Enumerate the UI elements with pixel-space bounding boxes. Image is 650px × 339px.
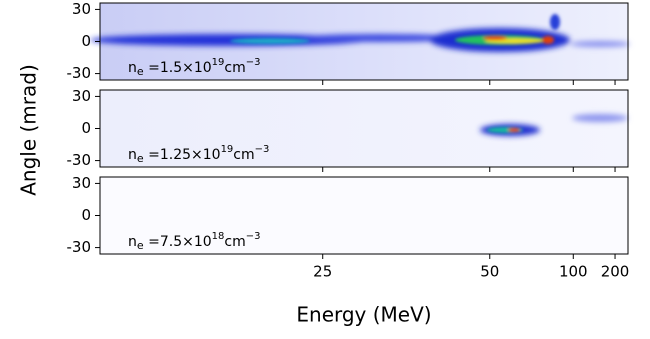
y-tick-label: -30 — [67, 64, 92, 82]
x-tick-label: 50 — [480, 263, 499, 281]
panel-annotation: ne =1.5×1019cm−3 — [128, 57, 260, 78]
y-tick-label: 30 — [72, 0, 91, 18]
annotation-part: 18 — [212, 231, 225, 242]
annotation-part: −3 — [255, 144, 270, 155]
x-tick-label: 200 — [601, 263, 630, 281]
annotation-part: e — [137, 239, 144, 252]
x-tick-label: 25 — [313, 263, 332, 281]
y-tick-label: 30 — [72, 87, 91, 105]
annotation-part: cm — [224, 234, 245, 250]
annotation-part: =1.25×10 — [144, 147, 221, 163]
annotation-part: cm — [233, 147, 254, 163]
annotation-part: =7.5×10 — [144, 234, 212, 250]
panel-annotation: ne =1.25×1019cm−3 — [128, 144, 269, 165]
annotation-part: −3 — [246, 57, 261, 68]
panel-annotation: ne =7.5×1018cm−3 — [128, 231, 260, 252]
x-tick-label: 100 — [559, 263, 588, 281]
annotation-part: e — [137, 65, 144, 78]
annotation-part: 19 — [221, 144, 234, 155]
x-axis-label: Energy (MeV) — [296, 303, 431, 327]
annotation-part: e — [137, 152, 144, 165]
y-tick-label: 30 — [72, 174, 91, 192]
y-tick-label: -30 — [67, 238, 92, 256]
annotation-part: n — [128, 60, 137, 76]
y-tick-label: 0 — [81, 206, 91, 224]
annotation-part: =1.5×10 — [144, 60, 212, 76]
y-tick-label: 0 — [81, 32, 91, 50]
y-tick-label: -30 — [67, 151, 92, 169]
y-axis-label: Angle (mrad) — [17, 64, 41, 196]
heatmap-image — [90, 3, 630, 255]
annotation-part: cm — [224, 60, 245, 76]
annotation-part: n — [128, 234, 137, 250]
annotation-part: −3 — [246, 231, 261, 242]
annotation-part: n — [128, 147, 137, 163]
y-tick-label: 0 — [81, 119, 91, 137]
annotation-part: 19 — [212, 57, 225, 68]
